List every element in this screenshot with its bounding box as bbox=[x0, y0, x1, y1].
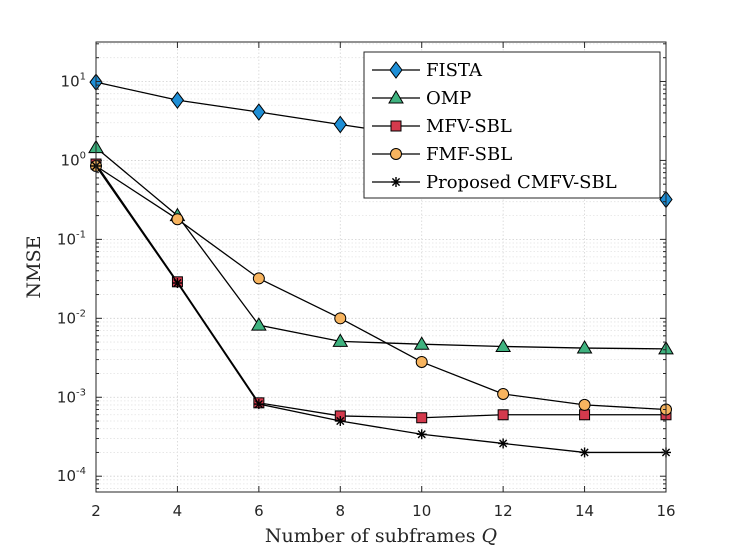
star-stroke bbox=[499, 439, 508, 448]
y-tick-base: 10 bbox=[57, 388, 76, 406]
y-axis-title: NMSE bbox=[23, 236, 45, 299]
legend-label-fmf-sbl: FMF-SBL bbox=[426, 144, 512, 165]
data-point-fmf-sbl bbox=[578, 398, 591, 411]
legend-marker-fista bbox=[389, 61, 403, 79]
data-point-omp bbox=[495, 338, 512, 352]
data-point-proposed-cmfv-sbl bbox=[498, 438, 509, 449]
legend-box bbox=[363, 51, 661, 199]
x-tick-label: 2 bbox=[91, 502, 101, 520]
y-tick-base: 10 bbox=[57, 309, 76, 327]
x-tick-label: 6 bbox=[254, 502, 264, 520]
star-stroke bbox=[580, 448, 589, 457]
data-point-mfv-sbl bbox=[497, 409, 509, 421]
y-tick-exponent: -2 bbox=[76, 308, 86, 319]
legend: FISTA OMP MFV-SBL FMF-SBL Proposed CMFV-SBL bbox=[363, 51, 661, 199]
data-point-fmf-sbl bbox=[497, 387, 510, 400]
x-tick-label: 10 bbox=[412, 502, 431, 520]
star-stroke bbox=[173, 278, 182, 288]
y-tick-label: 10-4 bbox=[57, 466, 86, 485]
y-tick-base: 10 bbox=[61, 72, 80, 90]
star-stroke bbox=[391, 177, 401, 187]
x-axis-title: Number of subframes Q bbox=[265, 525, 497, 547]
data-point-fmf-sbl bbox=[334, 312, 347, 325]
star-stroke bbox=[417, 430, 426, 439]
data-point-omp bbox=[413, 336, 430, 350]
legend-marker-mfv-sbl bbox=[390, 120, 402, 132]
y-tick-base: 10 bbox=[57, 230, 76, 248]
y-tick-base: 10 bbox=[61, 151, 80, 169]
legend-label-omp: OMP bbox=[426, 88, 471, 109]
x-axis-title-text: Number of subframes bbox=[265, 525, 476, 547]
x-tick-label: 8 bbox=[336, 502, 346, 520]
y-tick-label: 10-2 bbox=[57, 308, 86, 327]
data-point-omp bbox=[576, 340, 593, 354]
y-tick-exponent: -1 bbox=[76, 229, 86, 240]
legend-marker-omp bbox=[388, 90, 404, 104]
data-point-proposed-cmfv-sbl bbox=[335, 416, 346, 427]
legend-label-mfv-sbl: MFV-SBL bbox=[426, 116, 512, 137]
data-point-fmf-sbl bbox=[415, 355, 428, 368]
series-line-proposed-cmfv-sbl bbox=[95, 165, 666, 454]
series-line-fmf-sbl bbox=[95, 165, 667, 411]
y-tick-exponent: 1 bbox=[80, 71, 86, 82]
y-tick-exponent: -4 bbox=[76, 466, 86, 477]
data-point-proposed-cmfv-sbl bbox=[172, 278, 183, 289]
x-tick-label: 12 bbox=[494, 502, 513, 520]
data-point-mfv-sbl bbox=[579, 409, 591, 421]
data-point-fista bbox=[252, 103, 266, 121]
data-point-omp bbox=[250, 317, 267, 331]
data-point-fmf-sbl bbox=[171, 213, 184, 226]
x-tick-label: 16 bbox=[656, 502, 675, 520]
y-tick-exponent: 0 bbox=[80, 150, 86, 161]
legend-marker-fmf-sbl bbox=[390, 148, 402, 160]
axes-frame bbox=[95, 41, 667, 493]
data-point-omp bbox=[332, 333, 349, 347]
data-point-proposed-cmfv-sbl bbox=[416, 429, 427, 440]
data-point-mfv-sbl bbox=[416, 412, 428, 424]
y-tick-label: 10-1 bbox=[57, 229, 86, 248]
data-point-proposed-cmfv-sbl bbox=[579, 447, 590, 458]
y-tick-label: 101 bbox=[61, 71, 86, 90]
y-tick-label: 100 bbox=[61, 150, 86, 169]
data-point-proposed-cmfv-sbl bbox=[253, 399, 264, 410]
series-line-omp bbox=[95, 147, 667, 350]
y-tick-label: 10-3 bbox=[57, 387, 86, 406]
star-stroke bbox=[336, 416, 345, 426]
series-line-mfv-sbl bbox=[95, 163, 666, 419]
star-stroke bbox=[254, 399, 263, 409]
legend-label-proposed-cmfv-sbl: Proposed CMFV-SBL bbox=[426, 172, 617, 193]
legend-marker-proposed-cmfv-sbl bbox=[391, 177, 401, 187]
legend-label-fista: FISTA bbox=[426, 60, 483, 81]
y-tick-exponent: -3 bbox=[76, 387, 86, 398]
x-tick-label: 4 bbox=[173, 502, 183, 520]
data-point-fista bbox=[170, 91, 185, 109]
x-axis-title-variable: Q bbox=[482, 525, 498, 547]
data-point-fista bbox=[333, 115, 347, 134]
y-tick-base: 10 bbox=[57, 467, 76, 485]
x-tick-label: 14 bbox=[575, 502, 594, 520]
data-point-fmf-sbl bbox=[252, 272, 265, 285]
